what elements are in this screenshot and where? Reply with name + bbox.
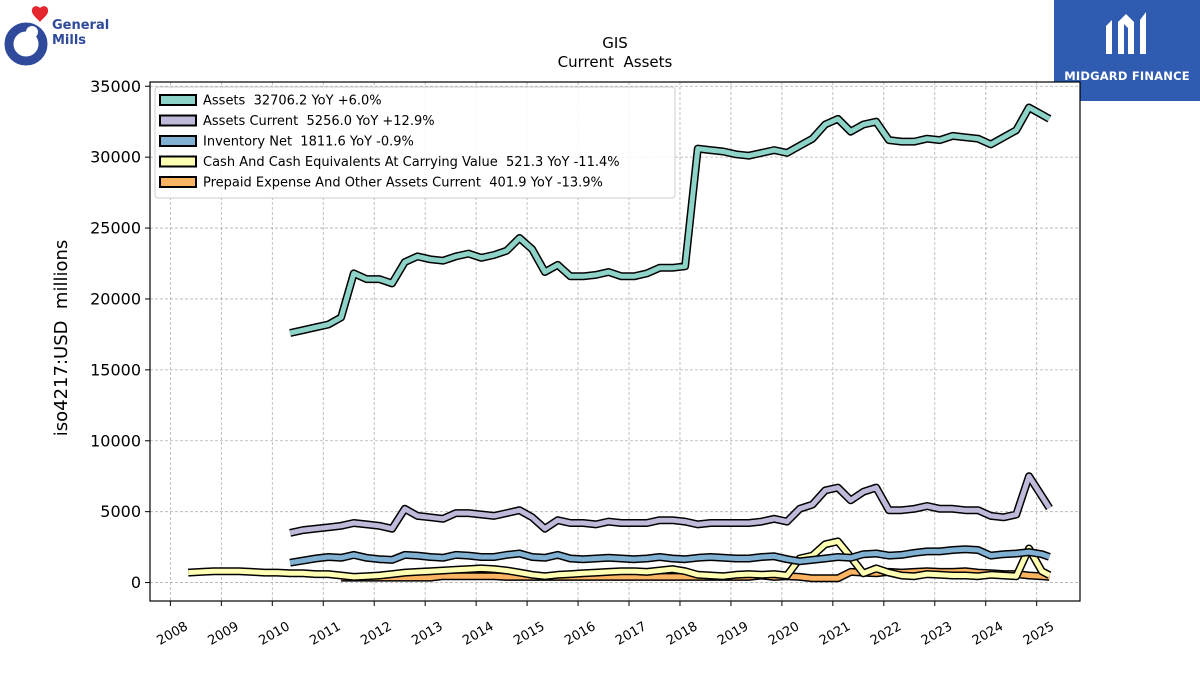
midgard-finance-logo: MIDGARD FINANCE — [1054, 0, 1200, 101]
x-tick-label: 2018 — [664, 619, 700, 649]
legend-box — [154, 86, 676, 199]
x-tick-label: 2019 — [715, 619, 751, 649]
x-tick-label: 2013 — [409, 619, 445, 649]
y-axis-label: iso4217:USD millions — [51, 240, 72, 437]
x-tick-label: 2012 — [358, 619, 394, 649]
series-line — [289, 546, 1051, 566]
x-tick-label: 2021 — [817, 619, 853, 649]
x-tick-label: 2015 — [511, 619, 547, 649]
y-tick-label: 10000 — [90, 431, 141, 450]
legend-label: Prepaid Expense And Other Assets Current… — [203, 176, 603, 191]
y-tick-label: 35000 — [90, 77, 141, 96]
midgard-finance-name: MIDGARD FINANCE — [1064, 69, 1190, 83]
y-tick-label: 5000 — [100, 502, 141, 521]
legend-label: Inventory Net 1811.6 YoY -0.9% — [203, 135, 414, 150]
legend-swatch — [159, 114, 197, 127]
brand-line-2: Mills — [52, 33, 87, 48]
series-line — [188, 538, 1051, 580]
series-layer — [187, 103, 1053, 583]
x-tick-label: 2024 — [970, 619, 1006, 649]
x-tick-label: 2017 — [613, 619, 649, 649]
legend-swatch — [159, 135, 197, 147]
legend-swatch — [159, 94, 197, 106]
legend-label: Cash And Cash Equivalents At Carrying Va… — [203, 155, 620, 170]
x-tick-label: 2025 — [1021, 619, 1057, 649]
chart-title: GIS — [602, 34, 628, 52]
series-line — [289, 473, 1052, 536]
chart-subtitle: Current Assets — [558, 53, 673, 71]
legend: Assets 32706.2 YoY +6.0% Assets Current 5… — [154, 86, 676, 199]
x-tick-label: 2011 — [307, 619, 343, 649]
legend-swatch — [159, 176, 197, 188]
general-mills-logo: General Mills — [4, 4, 124, 70]
axes: 2008 2009 2010 2011 2012 2013 2014 2015 2016 2017… — [90, 77, 1081, 649]
x-tick-label: 2009 — [206, 619, 242, 649]
x-tick-label: 2014 — [460, 619, 496, 649]
x-tick-label: 2008 — [155, 619, 191, 649]
y-tick-label: 20000 — [90, 289, 141, 308]
general-mills-g-icon — [4, 6, 49, 66]
x-tick-label: 2022 — [868, 619, 904, 649]
x-tick-label: 2016 — [562, 619, 598, 649]
series-line — [289, 105, 1051, 336]
x-tick-label: 2023 — [919, 619, 955, 649]
legend-label: Assets 32706.2 YoY +6.0% — [203, 94, 382, 109]
y-tick-label: 0 — [131, 573, 141, 592]
plot-frame — [149, 81, 1081, 602]
y-tick-label: 25000 — [90, 219, 141, 238]
midgard-finance-emblem-icon — [1106, 12, 1146, 54]
legend-swatch — [159, 155, 197, 168]
y-tick-label: 15000 — [90, 360, 141, 379]
x-tick-label: 2020 — [766, 619, 802, 649]
y-tick-label: 30000 — [90, 148, 141, 167]
legend-label: Assets Current 5256.0 YoY +12.9% — [203, 114, 435, 129]
x-tick-label: 2010 — [256, 619, 292, 649]
brand-line-1: General — [52, 18, 110, 33]
